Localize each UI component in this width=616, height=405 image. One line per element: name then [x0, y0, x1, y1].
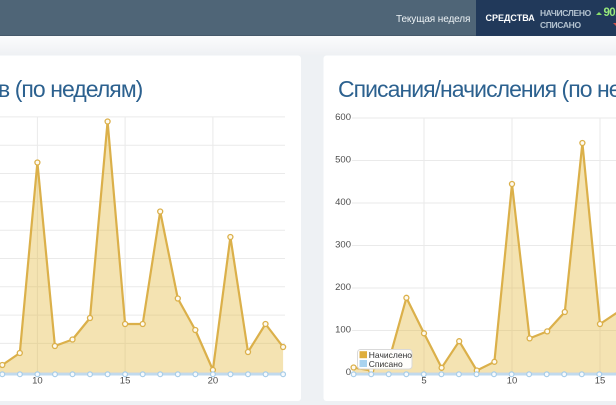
svg-text:200: 200	[335, 282, 351, 293]
svg-text:300: 300	[335, 240, 351, 251]
svg-text:10: 10	[32, 376, 43, 387]
svg-text:20: 20	[208, 376, 219, 387]
svg-text:15: 15	[120, 376, 131, 387]
svg-text:600: 600	[335, 112, 351, 123]
svg-text:100: 100	[335, 325, 351, 336]
svg-text:10: 10	[507, 376, 518, 387]
svg-text:0: 0	[346, 367, 351, 378]
svg-text:400: 400	[335, 197, 351, 208]
svg-text:Списано: Списано	[369, 359, 403, 369]
svg-text:Начислено: Начислено	[369, 350, 412, 360]
svg-text:500: 500	[335, 155, 351, 166]
svg-text:5: 5	[421, 376, 426, 387]
svg-text:15: 15	[595, 376, 606, 387]
